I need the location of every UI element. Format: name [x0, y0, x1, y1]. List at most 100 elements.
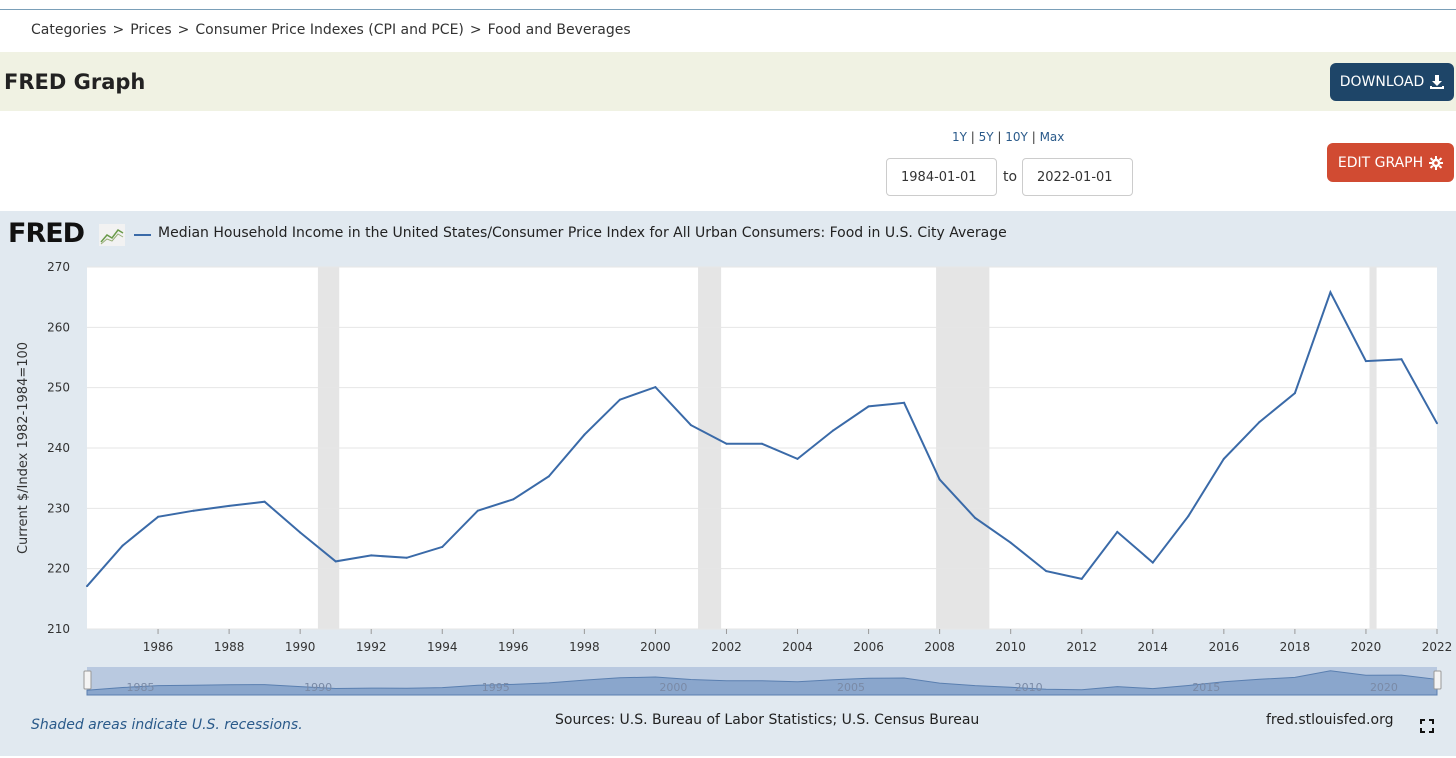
- data-point: [1222, 457, 1225, 460]
- data-point: [1116, 530, 1119, 533]
- breadcrumb-separator: >: [112, 22, 125, 38]
- breadcrumb-cpi-pce[interactable]: Consumer Price Indexes (CPI and PCE): [195, 22, 464, 38]
- breadcrumb: Categories > Prices > Consumer Price Indexes…: [31, 22, 631, 38]
- x-tick-label: 2006: [853, 640, 884, 654]
- data-point: [1151, 561, 1154, 564]
- x-tick-label: 2008: [924, 640, 955, 654]
- download-button[interactable]: DOWNLOAD: [1330, 63, 1454, 101]
- data-point: [299, 531, 302, 534]
- end-date-input[interactable]: 2022-01-01: [1022, 158, 1133, 196]
- data-point: [86, 585, 88, 588]
- data-point: [334, 560, 337, 563]
- data-point: [547, 475, 550, 478]
- x-tick-label: 1990: [285, 640, 316, 654]
- legend-text: Median Household Income in the United St…: [158, 225, 1007, 241]
- data-point: [121, 544, 124, 547]
- x-tick-label: 2000: [640, 640, 671, 654]
- data-point: [370, 554, 373, 557]
- data-point: [761, 442, 763, 445]
- top-divider: [0, 9, 1456, 10]
- data-point: [1045, 570, 1048, 573]
- data-point: [583, 433, 586, 436]
- line-chart: 210 220 230 240 250 260 270 1986 1988 1990 1992 19…: [16, 260, 1452, 696]
- range-max[interactable]: Max: [1039, 130, 1065, 144]
- data-point: [476, 509, 479, 512]
- data-point: [867, 405, 870, 408]
- y-tick-label: 210: [47, 622, 70, 636]
- x-tick-label: 2014: [1138, 640, 1169, 654]
- x-tick-label: 2002: [711, 640, 742, 654]
- navigator-label: 1990: [304, 681, 332, 694]
- fred-logo-chart-icon: [99, 224, 125, 246]
- breadcrumb-food-beverages[interactable]: Food and Beverages: [487, 22, 631, 38]
- title-bar: [0, 52, 1456, 111]
- data-point: [1009, 541, 1012, 544]
- data-point: [725, 442, 728, 445]
- navigator-label: 2010: [1015, 681, 1043, 694]
- navigator-label: 1985: [127, 681, 155, 694]
- x-tick-label: 1996: [498, 640, 529, 654]
- edit-graph-button[interactable]: EDIT GRAPH: [1327, 143, 1454, 182]
- breadcrumb-categories[interactable]: Categories: [31, 22, 107, 38]
- gear-icon: [1429, 155, 1444, 170]
- data-point: [1329, 291, 1332, 294]
- data-point: [974, 516, 977, 519]
- fred-logo[interactable]: FRED: [8, 218, 85, 249]
- x-tick-label: 2004: [782, 640, 813, 654]
- data-point: [618, 398, 621, 401]
- legend-line: [134, 234, 151, 236]
- x-tick-label: 2018: [1280, 640, 1311, 654]
- data-point: [157, 515, 160, 518]
- site-link[interactable]: fred.stlouisfed.org: [1266, 712, 1394, 728]
- recession-note: Shaded areas indicate U.S. recessions.: [31, 717, 303, 733]
- data-point: [796, 457, 799, 460]
- download-label: DOWNLOAD: [1339, 74, 1425, 90]
- navigator-label: 2005: [837, 681, 865, 694]
- data-point: [405, 556, 408, 559]
- data-point: [1258, 421, 1261, 424]
- x-tick-label: 2016: [1209, 640, 1240, 654]
- sources-text: Sources: U.S. Bureau of Labor Statistics…: [555, 712, 980, 728]
- navigator-handle-right[interactable]: [1433, 670, 1442, 690]
- navigator-label: 2020: [1370, 681, 1398, 694]
- range-10y[interactable]: 10Y: [1005, 130, 1028, 144]
- navigator-label: 2000: [659, 681, 687, 694]
- navigator-label: 1995: [482, 681, 510, 694]
- y-tick-label: 230: [47, 501, 70, 515]
- x-tick-label: 1986: [143, 640, 174, 654]
- range-5y[interactable]: 5Y: [978, 130, 994, 144]
- data-point: [1080, 577, 1083, 580]
- breadcrumb-prices[interactable]: Prices: [130, 22, 172, 38]
- y-tick-label: 220: [47, 562, 70, 576]
- data-point: [1187, 515, 1190, 518]
- data-point: [1364, 360, 1367, 363]
- start-date-input[interactable]: 1984-01-01: [886, 158, 997, 196]
- data-point: [654, 386, 657, 389]
- x-tick-label: 2010: [995, 640, 1026, 654]
- range-selector: 1Y | 5Y | 10Y | Max: [952, 130, 1065, 144]
- data-point: [512, 498, 515, 501]
- y-tick-label: 240: [47, 441, 70, 455]
- navigator-handle-left[interactable]: [83, 670, 92, 690]
- range-1y[interactable]: 1Y: [952, 130, 967, 144]
- download-icon: [1430, 75, 1445, 89]
- data-point: [938, 478, 941, 481]
- data-point: [903, 401, 906, 404]
- x-tick-label: 1992: [356, 640, 387, 654]
- x-tick-label: 2012: [1066, 640, 1097, 654]
- x-tick-label: 1998: [569, 640, 600, 654]
- data-point: [228, 504, 231, 507]
- data-point: [441, 545, 444, 548]
- data-point: [1436, 422, 1438, 425]
- edit-graph-label: EDIT GRAPH: [1337, 154, 1424, 171]
- data-point: [192, 509, 195, 512]
- y-tick-label: 250: [47, 381, 70, 395]
- breadcrumb-separator: >: [469, 22, 482, 38]
- data-point: [1293, 392, 1296, 395]
- y-axis-label: Current $/Index 1982-1984=100: [16, 342, 31, 554]
- data-point: [832, 429, 835, 432]
- page-title: FRED Graph: [4, 70, 146, 94]
- breadcrumb-separator: >: [177, 22, 190, 38]
- fullscreen-icon[interactable]: [1420, 719, 1434, 733]
- y-tick-label: 260: [47, 320, 70, 334]
